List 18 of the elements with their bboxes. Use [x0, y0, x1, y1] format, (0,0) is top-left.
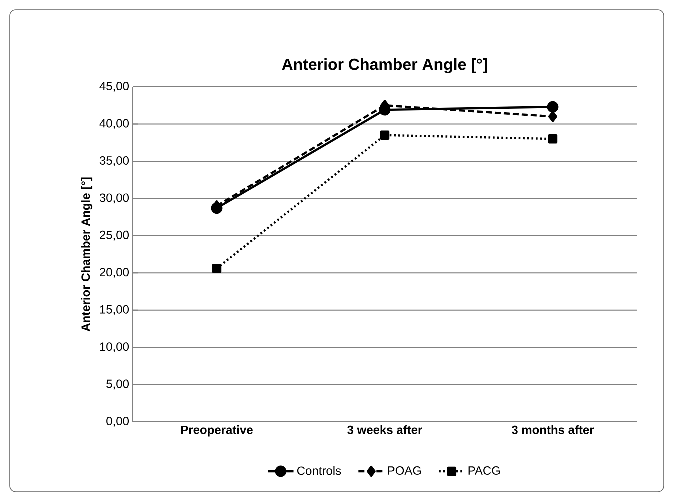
- y-axis-title: Anterior Chamber Angle [°]: [81, 178, 93, 332]
- y-tick-label: 40,00: [100, 119, 130, 130]
- legend-label: PACG: [468, 466, 500, 476]
- legend-label: POAG: [388, 466, 422, 476]
- chart-title: Anterior Chamber Angle [°]: [282, 58, 488, 74]
- y-tick-label: 0,00: [106, 417, 130, 427]
- y-tick-label: 5,00: [106, 380, 130, 390]
- y-tick-label: 10,00: [100, 342, 130, 352]
- y-tick-label: 25,00: [100, 230, 130, 241]
- x-tick-label: 3 weeks after: [348, 426, 422, 434]
- x-tick-label: 3 months after: [512, 426, 594, 434]
- y-tick-label: 45,00: [100, 82, 130, 92]
- y-tick-label: 30,00: [100, 194, 130, 204]
- y-tick-label: 35,00: [100, 156, 130, 166]
- legend-label: Controls: [297, 466, 342, 476]
- x-tick-label: Preoperative: [181, 426, 253, 437]
- y-tick-label: 20,00: [100, 268, 130, 278]
- y-tick-label: 15,00: [100, 305, 130, 316]
